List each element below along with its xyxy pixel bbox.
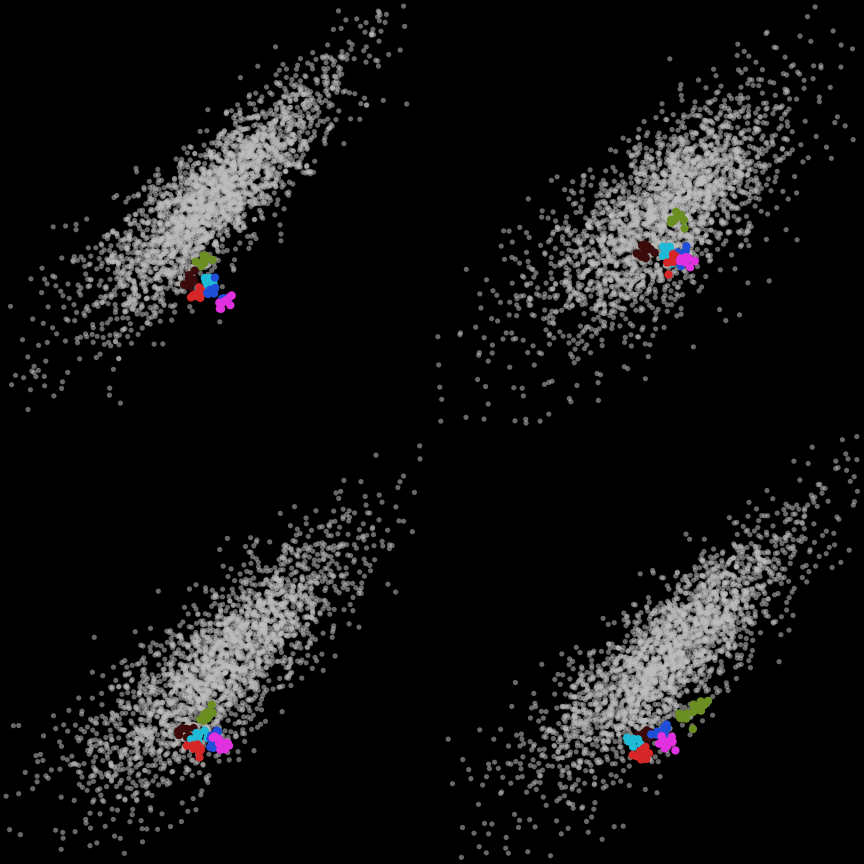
panel-top-left [0,0,432,432]
scatter-grid [0,0,864,864]
scatter-svg [432,432,864,864]
scatter-svg [0,432,432,864]
panel-top-right [432,0,864,432]
scatter-svg [0,0,432,432]
scatter-svg [432,0,864,432]
panel-bottom-right [432,432,864,864]
panel-bottom-left [0,432,432,864]
